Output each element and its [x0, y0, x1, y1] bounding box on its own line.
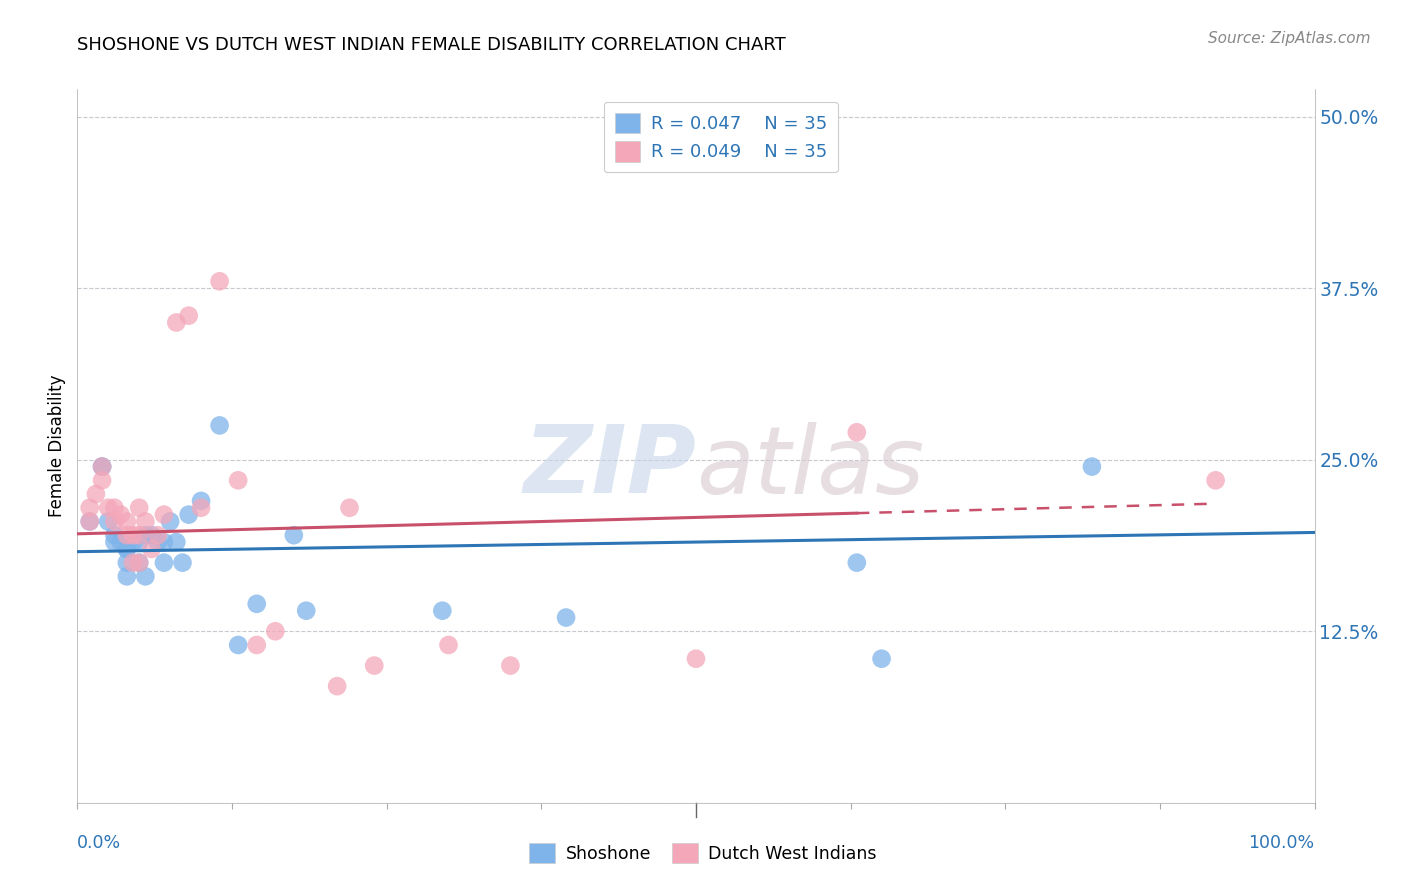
Point — [103, 500, 125, 515]
Point — [134, 528, 156, 542]
Point — [122, 556, 145, 570]
Text: atlas: atlas — [696, 422, 924, 513]
Text: 100.0%: 100.0% — [1249, 834, 1315, 852]
Point — [246, 638, 269, 652]
Point — [97, 500, 120, 515]
Point — [264, 624, 287, 639]
Point — [115, 528, 138, 542]
Point — [122, 535, 145, 549]
Point — [115, 515, 138, 529]
Point — [208, 274, 231, 288]
Point — [91, 459, 114, 474]
Point — [177, 508, 200, 522]
Point — [226, 638, 249, 652]
Point — [153, 508, 176, 522]
Point — [845, 556, 868, 570]
Point — [128, 500, 150, 515]
Point — [103, 535, 125, 549]
Point — [208, 418, 231, 433]
Y-axis label: Female Disability: Female Disability — [48, 375, 66, 517]
Point — [326, 679, 349, 693]
Point — [91, 473, 114, 487]
Point — [141, 528, 163, 542]
Point — [165, 535, 187, 549]
Point — [165, 316, 187, 330]
Point — [115, 541, 138, 556]
Legend: R = 0.047    N = 35, R = 0.049    N = 35: R = 0.047 N = 35, R = 0.049 N = 35 — [603, 102, 838, 172]
Point — [845, 425, 868, 440]
Point — [103, 515, 125, 529]
Point — [79, 500, 101, 515]
Point — [110, 508, 132, 522]
Point — [1205, 473, 1227, 487]
Point — [226, 473, 249, 487]
Point — [437, 638, 460, 652]
Point — [128, 556, 150, 570]
Point — [84, 487, 107, 501]
Point — [146, 535, 169, 549]
Point — [146, 528, 169, 542]
Point — [110, 535, 132, 549]
Point — [91, 459, 114, 474]
Point — [1081, 459, 1104, 474]
Point — [190, 500, 212, 515]
Point — [115, 541, 138, 556]
Point — [172, 556, 194, 570]
Point — [128, 528, 150, 542]
Point — [115, 569, 138, 583]
Point — [115, 556, 138, 570]
Text: Source: ZipAtlas.com: Source: ZipAtlas.com — [1208, 31, 1371, 46]
Point — [128, 556, 150, 570]
Point — [97, 515, 120, 529]
Point — [432, 604, 454, 618]
Point — [122, 528, 145, 542]
Point — [128, 535, 150, 549]
Point — [153, 535, 176, 549]
Text: ZIP: ZIP — [523, 421, 696, 514]
Point — [79, 515, 101, 529]
Point — [295, 604, 318, 618]
Point — [103, 528, 125, 542]
Text: 0.0%: 0.0% — [77, 834, 121, 852]
Point — [190, 494, 212, 508]
Legend: Shoshone, Dutch West Indians: Shoshone, Dutch West Indians — [522, 836, 884, 870]
Point — [79, 515, 101, 529]
Point — [499, 658, 522, 673]
Point — [159, 515, 181, 529]
Point — [870, 651, 893, 665]
Point — [685, 651, 707, 665]
Text: SHOSHONE VS DUTCH WEST INDIAN FEMALE DISABILITY CORRELATION CHART: SHOSHONE VS DUTCH WEST INDIAN FEMALE DIS… — [77, 36, 786, 54]
Point — [363, 658, 385, 673]
Point — [177, 309, 200, 323]
Point — [555, 610, 578, 624]
Point — [134, 569, 156, 583]
Point — [141, 541, 163, 556]
Point — [246, 597, 269, 611]
Point — [91, 459, 114, 474]
Point — [339, 500, 361, 515]
Point — [153, 556, 176, 570]
Point — [283, 528, 305, 542]
Point — [134, 515, 156, 529]
